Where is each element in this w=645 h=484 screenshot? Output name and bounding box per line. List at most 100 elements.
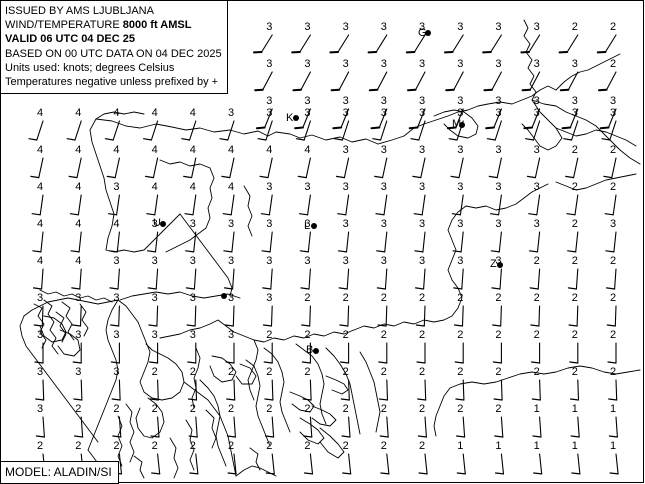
model-label: MODEL: ALADIN/SI [5,465,112,479]
wind-barb-shaft [307,231,311,253]
station-temperature: 3 [457,107,464,119]
wind-barb-flag [375,213,385,216]
wind-barb-flag [294,126,304,130]
border-istria [159,319,255,341]
station-temperature: 3 [304,21,311,33]
wind-barb-flag [379,435,389,438]
station-temperature: 3 [228,329,235,341]
station-temperature: 3 [342,95,349,107]
station-temperature: 3 [342,255,349,267]
wind-barb-shaft [155,268,159,290]
station-temperature: 3 [571,107,578,119]
wind-barb-flag [151,472,161,475]
station-temperature: 3 [113,366,120,378]
station-temperature: 2 [533,329,540,341]
wind-barb-shaft [194,305,197,327]
wind-barb-flag [28,138,38,141]
wind-barb-flag [183,175,193,179]
station-temperature: 3 [495,58,502,70]
wind-barb-flag [221,175,231,179]
wind-barb-shaft [157,416,160,438]
wind-barb-flag [376,250,386,253]
station-temperature: 2 [457,403,464,415]
wind-barb-shaft [413,34,426,53]
wind-barb-flag [292,88,302,92]
wind-barb-flag [407,88,417,92]
station-temperature: 3 [75,329,82,341]
city-marker-z [497,262,503,268]
wind-barb-flag [148,324,158,327]
border-mid-right [555,127,637,147]
wind-barb-shaft [528,34,541,53]
wind-barb-flag [494,472,505,475]
station-temperature: 3 [380,181,387,193]
wind-barb-flag [227,472,237,475]
detail-sl-2 [205,167,215,229]
city-label-l: L [304,220,311,232]
wind-barb-flag [35,435,45,438]
wind-barb-flag [451,213,461,216]
wind-barb-flag [109,287,119,290]
station-temperature: 4 [75,255,82,267]
station-temperature: 2 [266,366,273,378]
station-temperature: 2 [533,255,540,267]
wind-barb-flag [414,250,424,253]
wind-barb-shaft [270,268,273,290]
wind-barb-flag [69,213,79,216]
island-dalm1 [289,391,315,413]
wind-barb-flag [416,361,426,364]
station-temperature: 3 [113,181,120,193]
station-temperature: 3 [189,255,196,267]
wind-barb-shaft [458,157,464,179]
wind-barb-shaft [39,194,44,216]
wind-barb-flag [341,435,351,438]
city-label-z: Z [490,258,497,270]
wind-barb-shaft [499,268,502,290]
wind-barb-flag [68,175,78,179]
wind-barb-shaft [577,453,581,475]
station-temperature: 2 [266,329,273,341]
wind-barb-shaft [539,453,543,475]
wind-barb-shaft [386,453,390,475]
wind-barb-shaft [191,157,197,179]
wind-barb-shaft [233,416,236,438]
wind-barb-shaft [80,379,83,401]
wind-barb-flag [146,213,156,216]
wind-barb-flag [490,213,500,216]
wind-barb-flag [488,175,498,179]
border-mid-right2 [555,173,637,191]
station-temperature: 2 [571,144,578,156]
wind-barb-flag [490,250,500,253]
wind-barb-shaft [308,268,311,290]
station-temperature: 3 [610,218,617,230]
island-dalm4 [319,427,345,459]
wind-barb-flag [452,250,462,253]
station-temperature: 3 [304,255,311,267]
wind-barb-shaft [422,231,426,253]
wind-barb-shaft [532,120,541,141]
wind-barb-flag [569,361,579,364]
wind-barb-shaft [303,120,311,141]
wind-barb-flag [335,175,345,179]
wind-barb-flag [71,324,82,327]
station-temperature: 3 [533,58,540,70]
station-temperature: 3 [495,21,502,33]
wind-barb-shaft [118,305,120,327]
station-temperature: 2 [342,366,349,378]
wind-barb-flag [374,175,384,179]
wind-barb-flag [261,250,271,253]
wind-barb-shaft [156,305,159,327]
wind-barb-flag [339,324,349,327]
wind-barb-flag [485,126,495,130]
station-temperature: 3 [37,329,44,341]
station-temperature: 2 [228,403,235,415]
wind-barb-shaft [77,194,82,216]
wind-barb-shaft [573,157,579,179]
station-temperature: 2 [419,329,426,341]
wind-barb-flag [455,398,465,401]
wind-barb-flag [72,361,82,364]
wind-barb-shaft [230,194,235,216]
wind-barb-shaft [498,194,502,216]
wind-barb-shaft [348,379,350,401]
border-nw-slo [119,291,241,301]
